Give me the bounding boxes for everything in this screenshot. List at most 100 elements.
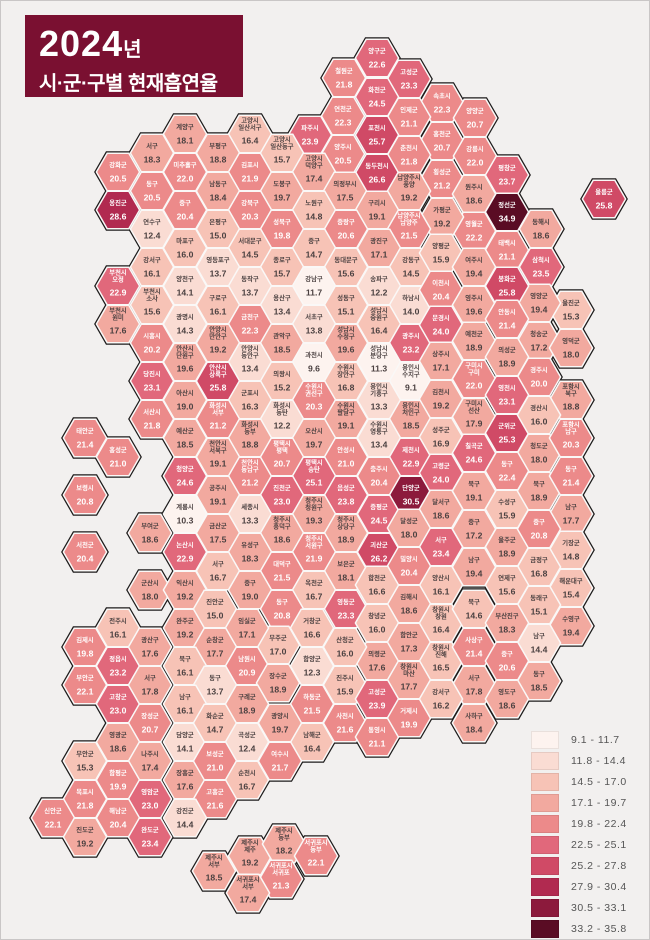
hex-label: 연천군 (334, 104, 352, 113)
hex-label: 수원시 (370, 420, 388, 429)
hex-value: 18.9 (499, 359, 516, 369)
hex-value: 18.9 (531, 493, 548, 503)
hex-value: 19.0 (177, 402, 194, 412)
hex-value: 23.7 (499, 177, 516, 187)
hex-label: 서귀포시 (269, 861, 292, 870)
hex-label: 제천시 (402, 445, 420, 454)
hex-label: 목포시 (76, 787, 94, 796)
hex-shape (162, 798, 208, 838)
hex-label: 안산시 (176, 344, 194, 353)
hex-value: 21.5 (401, 231, 418, 241)
hex-label: 세종시 (241, 502, 259, 511)
hex-tile: 광양시 19.7 (257, 703, 303, 743)
hex-value: 17.4 (240, 895, 257, 905)
hex-value: 12.3 (304, 668, 321, 678)
hex-label: 송파구 (370, 274, 388, 283)
hex-value: 17.7 (401, 682, 418, 692)
hex-value: 15.6 (144, 307, 161, 317)
hex-value: 16.2 (433, 701, 450, 711)
hex-value: 16.0 (369, 625, 386, 635)
hex-shape (225, 873, 271, 913)
hex-label: 고양시 (241, 116, 259, 125)
hex-tile: 보령시 20.8 (62, 475, 108, 515)
hex-value: 18.8 (210, 155, 227, 165)
hex-label: 이천시 (432, 278, 450, 287)
hex-label: 오산시 (305, 426, 323, 435)
hex-label: 달성군 (400, 516, 418, 525)
hex-value: 20.8 (274, 611, 291, 621)
hex-label: 수성구 (498, 497, 516, 506)
hex-label: 서구 (144, 673, 156, 682)
legend-item: 25.2 - 27.8 (531, 855, 627, 876)
hex-label: 서구 (146, 141, 158, 150)
hex-label: 동작구 (241, 274, 259, 283)
hex-value: 18.0 (401, 530, 418, 540)
hex-shape (127, 513, 173, 553)
hex-label: 고창군 (109, 692, 127, 701)
hex-label: 동해시 (532, 217, 550, 226)
hex-value: 20.4 (433, 292, 450, 302)
hex-value: 12.2 (274, 421, 291, 431)
hex-label: 장성군 (141, 711, 159, 720)
hex-tile: 인제군 21.1 (386, 97, 432, 137)
hex-value: 14.1 (177, 288, 194, 298)
legend-item: 9.1 - 11.7 (531, 729, 627, 750)
hex-label: 경산시 (530, 403, 548, 412)
hex-label: 중원구 (370, 312, 388, 321)
hex-value: 17.8 (142, 687, 159, 697)
hex-value: 13.3 (371, 402, 388, 412)
hex-value: 19.1 (210, 459, 227, 469)
hex-value: 20.4 (371, 478, 388, 488)
hex-value: 22.2 (466, 233, 483, 243)
hex-value: 18.5 (531, 683, 548, 693)
hex-label: 분당구 (370, 350, 388, 359)
hex-label: 동래구 (530, 593, 548, 602)
hex-label: 금정구 (530, 555, 548, 564)
hex-value: 22.1 (308, 858, 325, 868)
hex-value: 20.7 (142, 725, 159, 735)
hex-label: 광진구 (370, 236, 388, 245)
hex-value: 20.4 (110, 820, 127, 830)
hex-value: 15.0 (210, 231, 227, 241)
legend-item: 33.2 - 35.8 (531, 918, 627, 939)
hex-label: 일산서구 (238, 122, 261, 131)
hex-label: 수영구 (562, 614, 580, 623)
hex-label: 증평군 (370, 502, 388, 511)
hex-value: 21.2 (434, 181, 451, 191)
hex-value: 16.4 (433, 625, 450, 635)
hex-label: 서구 (435, 535, 447, 544)
hex-value: 19.2 (177, 630, 194, 640)
hex-label: 무안군 (76, 749, 94, 758)
hex-label: 제주시 (241, 838, 259, 847)
hex-label: 김포시 (241, 160, 259, 169)
hex-label: 양구군 (368, 46, 386, 55)
hex-label: 의령군 (368, 649, 386, 658)
hex-value: 21.4 (466, 649, 483, 659)
hex-value: 20.5 (335, 156, 352, 166)
hex-label: 진도군 (76, 825, 94, 834)
hex-tile: 신안군 22.1 (30, 798, 76, 838)
hex-value: 26.6 (369, 175, 386, 185)
hex-label: 함안군 (400, 630, 418, 639)
hex-label: 옹진군 (109, 198, 127, 207)
hex-value: 21.6 (207, 801, 224, 811)
hex-label: 영덕군 (562, 336, 580, 345)
hex-label: 광주시 (402, 331, 420, 340)
hex-label: 창녕군 (368, 611, 386, 620)
hex-label: 삼척시 (532, 255, 550, 264)
hex-value: 16.6 (369, 587, 386, 597)
hex-label: 창원시 (400, 662, 418, 671)
hex-shape (127, 817, 173, 857)
hex-value: 21.0 (110, 459, 127, 469)
hex-label: 영암군 (141, 787, 159, 796)
hex-label: 신안군 (44, 806, 62, 815)
hex-tile: 중구 20.6 (484, 641, 530, 681)
hex-label: 고흥군 (206, 787, 224, 796)
hex-value: 19.3 (306, 516, 323, 526)
hex-label: 동안구 (241, 350, 259, 359)
